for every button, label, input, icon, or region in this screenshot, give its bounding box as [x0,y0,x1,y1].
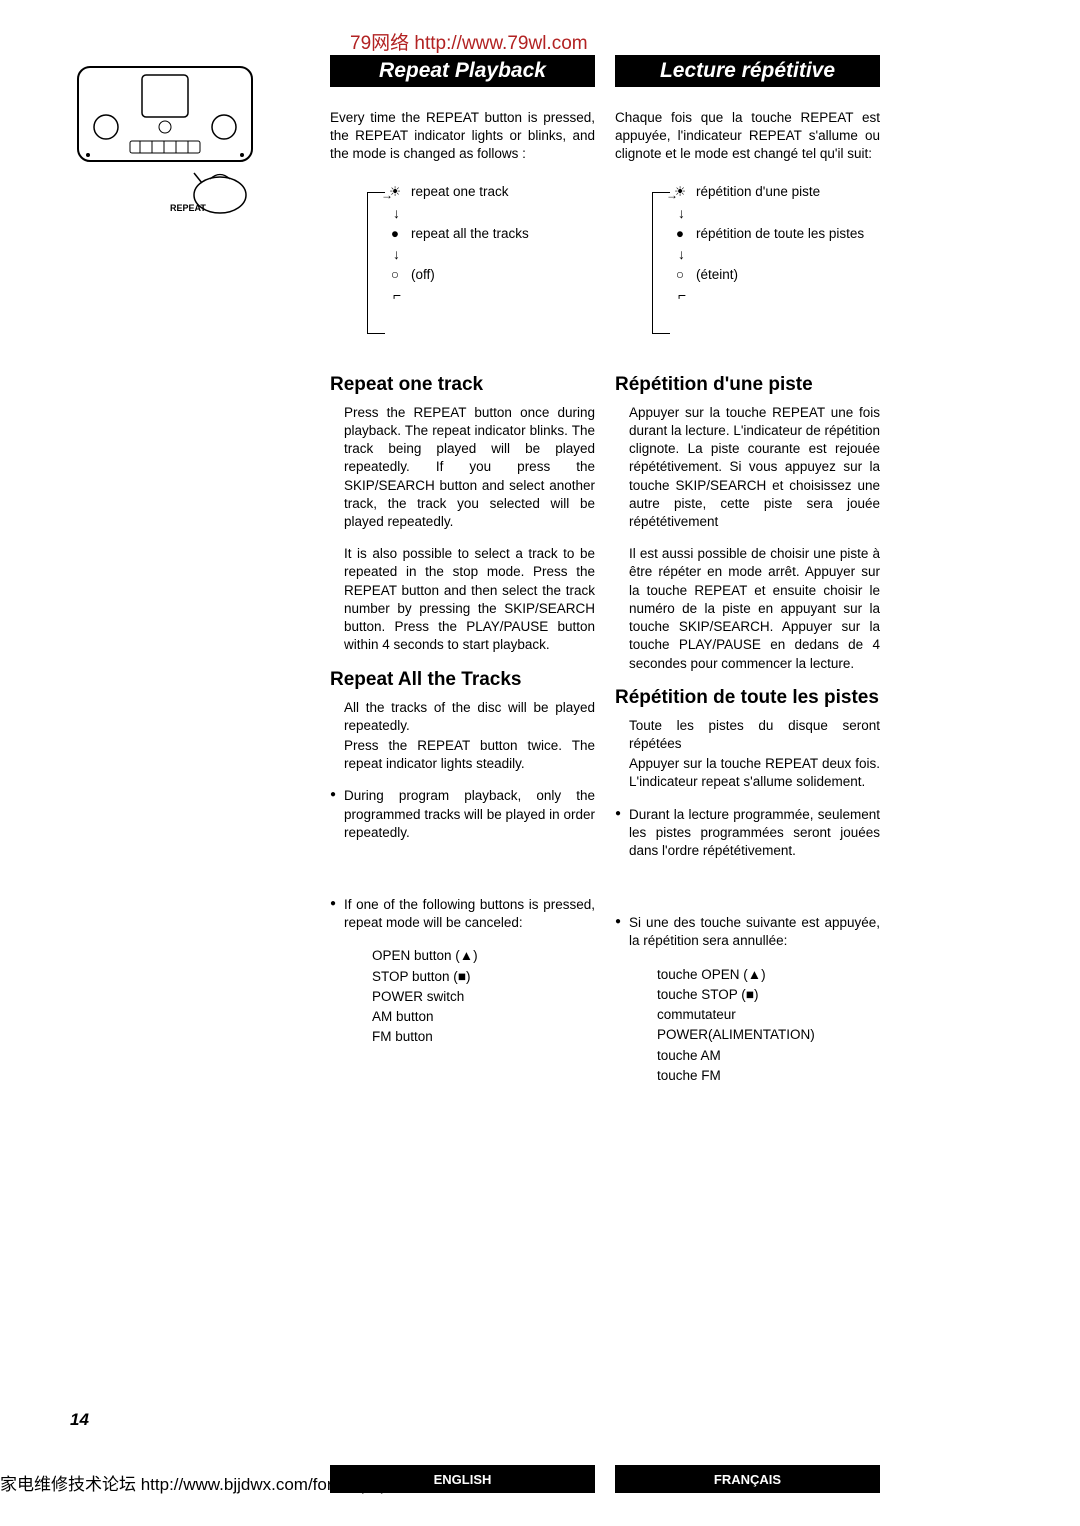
intro-en: Every time the REPEAT button is pressed,… [330,109,595,164]
tab-english: ENGLISH [330,1465,595,1493]
tab-francais: FRANÇAIS [615,1465,880,1493]
cancel-item: touche OPEN (▲) [657,965,880,985]
french-column: Lecture répétitive Chaque fois que la to… [615,55,880,1086]
p-fr-2b: Appuyer sur la touche REPEAT deux fois. … [615,755,880,791]
cancel-item: FM button [372,1027,595,1047]
cancel-item: touche FM [657,1066,880,1086]
bullet-en-2c: During program playback, only the progra… [330,787,595,842]
top-url: 79网络 http://www.79wl.com [350,28,588,55]
page-number: 14 [70,1410,89,1430]
cycle-one-fr: répétition d'une piste [696,184,820,199]
heading-repeat-all-fr: Répétition de toute les pistes [615,687,880,709]
device-illustration: REPEAT [70,55,260,215]
bullet-fr-cancel: Si une des touche suivante est appuyée, … [615,914,880,950]
english-column: Repeat Playback Every time the REPEAT bu… [330,55,595,1048]
bullet-en-cancel: If one of the following buttons is press… [330,896,595,932]
cycle-all-en: repeat all the tracks [411,226,529,241]
p-fr-2a: Toute les pistes du disque seront répété… [615,717,880,753]
heading-repeat-one-fr: Répétition d'une piste [615,374,880,396]
p-en-2b: Press the REPEAT button twice. The repea… [330,737,595,773]
cycle-one-en: repeat one track [411,184,509,199]
title-fr: Lecture répétitive [615,55,880,87]
p-en-1b: It is also possible to select a track to… [330,545,595,654]
illustration-column: REPEAT [70,55,260,220]
cycle-off-en: (off) [411,267,435,282]
cycle-off-fr: (éteint) [696,267,738,282]
svg-text:REPEAT: REPEAT [170,203,206,213]
cycle-diagram-fr: → ☀répétition d'une piste ↓ ●répétition … [670,184,880,344]
p-fr-1b: Il est aussi possible de choisir une pis… [615,545,880,673]
p-fr-1a: Appuyer sur la touche REPEAT une fois du… [615,404,880,532]
cancel-item: commutateur POWER(ALIMENTATION) [657,1005,880,1046]
heading-repeat-one-en: Repeat one track [330,374,595,396]
cancel-item: POWER switch [372,987,595,1007]
cancel-list-fr: touche OPEN (▲) touche STOP (■) commutat… [615,965,880,1087]
cycle-all-fr: répétition de toute les pistes [696,226,864,241]
intro-fr: Chaque fois que la touche REPEAT est app… [615,109,880,164]
bullet-fr-2c: Durant la lecture programmée, seulement … [615,806,880,861]
cancel-list-en: OPEN button (▲) STOP button (■) POWER sw… [330,946,595,1047]
p-en-1a: Press the REPEAT button once during play… [330,404,595,532]
cancel-item: STOP button (■) [372,967,595,987]
heading-repeat-all-en: Repeat All the Tracks [330,669,595,691]
title-en: Repeat Playback [330,55,595,87]
cycle-diagram-en: → ☀repeat one track ↓ ●repeat all the tr… [385,184,585,344]
cancel-item: AM button [372,1007,595,1027]
p-en-2a: All the tracks of the disc will be playe… [330,699,595,735]
cancel-item: OPEN button (▲) [372,946,595,966]
cancel-item: touche STOP (■) [657,985,880,1005]
cancel-item: touche AM [657,1046,880,1066]
